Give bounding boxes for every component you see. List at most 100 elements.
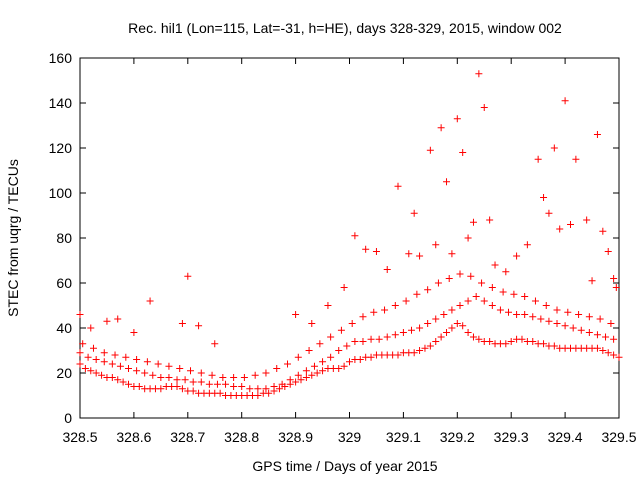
data-point bbox=[607, 320, 615, 327]
data-point bbox=[219, 374, 227, 381]
data-point bbox=[197, 369, 205, 377]
data-point bbox=[599, 347, 607, 354]
data-point bbox=[356, 356, 364, 363]
data-point bbox=[310, 362, 318, 370]
data-point bbox=[432, 315, 440, 323]
data-point bbox=[545, 317, 553, 325]
data-point bbox=[359, 338, 367, 345]
data-point bbox=[154, 360, 162, 368]
data-point bbox=[575, 311, 583, 318]
data-point bbox=[445, 275, 453, 282]
data-point bbox=[424, 286, 432, 294]
data-point bbox=[467, 272, 475, 280]
data-point bbox=[577, 326, 585, 334]
data-point bbox=[275, 385, 283, 393]
data-point bbox=[523, 241, 531, 249]
data-point bbox=[459, 149, 467, 156]
data-point bbox=[610, 335, 618, 343]
data-point bbox=[292, 311, 300, 318]
data-point bbox=[216, 389, 224, 397]
data-point bbox=[84, 353, 92, 361]
data-point bbox=[122, 353, 130, 361]
data-point bbox=[381, 306, 389, 314]
data-points bbox=[76, 70, 623, 399]
data-point bbox=[540, 194, 548, 201]
data-point bbox=[612, 284, 620, 291]
data-point bbox=[76, 311, 84, 318]
y-tick-label: 60 bbox=[56, 275, 72, 291]
data-point bbox=[302, 374, 310, 381]
data-point bbox=[585, 329, 593, 336]
data-point bbox=[308, 320, 316, 327]
x-tick-label: 329.4 bbox=[548, 429, 583, 445]
data-point bbox=[486, 216, 494, 224]
data-point bbox=[230, 374, 238, 381]
data-point bbox=[491, 261, 499, 269]
data-point bbox=[416, 252, 424, 260]
data-point bbox=[189, 378, 197, 386]
data-point bbox=[319, 358, 327, 366]
data-point bbox=[254, 385, 262, 393]
data-point bbox=[197, 378, 205, 386]
x-tick-label: 328.6 bbox=[116, 429, 151, 445]
data-point bbox=[337, 326, 345, 334]
data-point bbox=[486, 338, 494, 345]
data-point bbox=[143, 358, 151, 366]
x-tick-label: 328.8 bbox=[224, 429, 259, 445]
x-tick-label: 328.5 bbox=[62, 429, 97, 445]
data-point bbox=[391, 331, 399, 339]
data-point bbox=[416, 347, 424, 354]
data-point bbox=[434, 279, 442, 287]
data-point bbox=[238, 383, 246, 390]
data-point bbox=[359, 313, 367, 321]
data-point bbox=[340, 284, 348, 291]
data-point bbox=[230, 383, 238, 390]
data-point bbox=[81, 365, 89, 372]
data-point bbox=[593, 131, 601, 138]
data-point bbox=[448, 250, 456, 258]
data-point bbox=[157, 374, 165, 381]
data-point bbox=[510, 290, 518, 298]
data-point bbox=[208, 371, 216, 379]
data-point bbox=[319, 367, 327, 375]
data-point bbox=[456, 270, 464, 278]
data-point bbox=[302, 367, 310, 375]
data-point bbox=[440, 311, 448, 318]
data-point bbox=[157, 385, 165, 393]
data-point bbox=[141, 369, 149, 377]
data-point bbox=[472, 293, 480, 300]
data-point bbox=[346, 358, 353, 366]
data-point bbox=[537, 315, 545, 323]
data-point bbox=[278, 380, 286, 388]
data-point bbox=[246, 385, 254, 393]
data-point bbox=[375, 335, 383, 343]
data-point bbox=[540, 340, 548, 348]
data-point bbox=[270, 383, 278, 390]
data-point bbox=[146, 297, 154, 305]
data-point bbox=[564, 308, 572, 316]
data-point bbox=[133, 367, 141, 375]
data-point bbox=[437, 333, 445, 341]
data-point bbox=[513, 252, 521, 260]
data-point bbox=[114, 376, 122, 384]
data-point bbox=[286, 376, 294, 384]
data-point bbox=[453, 115, 461, 123]
data-point bbox=[521, 311, 529, 318]
data-point bbox=[165, 362, 173, 370]
data-point bbox=[599, 227, 607, 235]
data-point bbox=[262, 385, 270, 393]
data-point bbox=[111, 351, 119, 359]
data-point bbox=[456, 302, 464, 309]
data-point bbox=[488, 302, 496, 309]
data-point bbox=[173, 376, 181, 384]
data-point bbox=[213, 380, 221, 388]
data-point bbox=[362, 245, 370, 253]
data-point bbox=[367, 335, 375, 343]
data-point bbox=[545, 209, 553, 217]
data-point bbox=[610, 275, 618, 282]
data-point bbox=[604, 349, 612, 357]
data-point bbox=[370, 308, 378, 316]
y-tick-label: 0 bbox=[64, 410, 72, 426]
data-point bbox=[116, 362, 124, 370]
x-tick-label: 329.3 bbox=[494, 429, 529, 445]
